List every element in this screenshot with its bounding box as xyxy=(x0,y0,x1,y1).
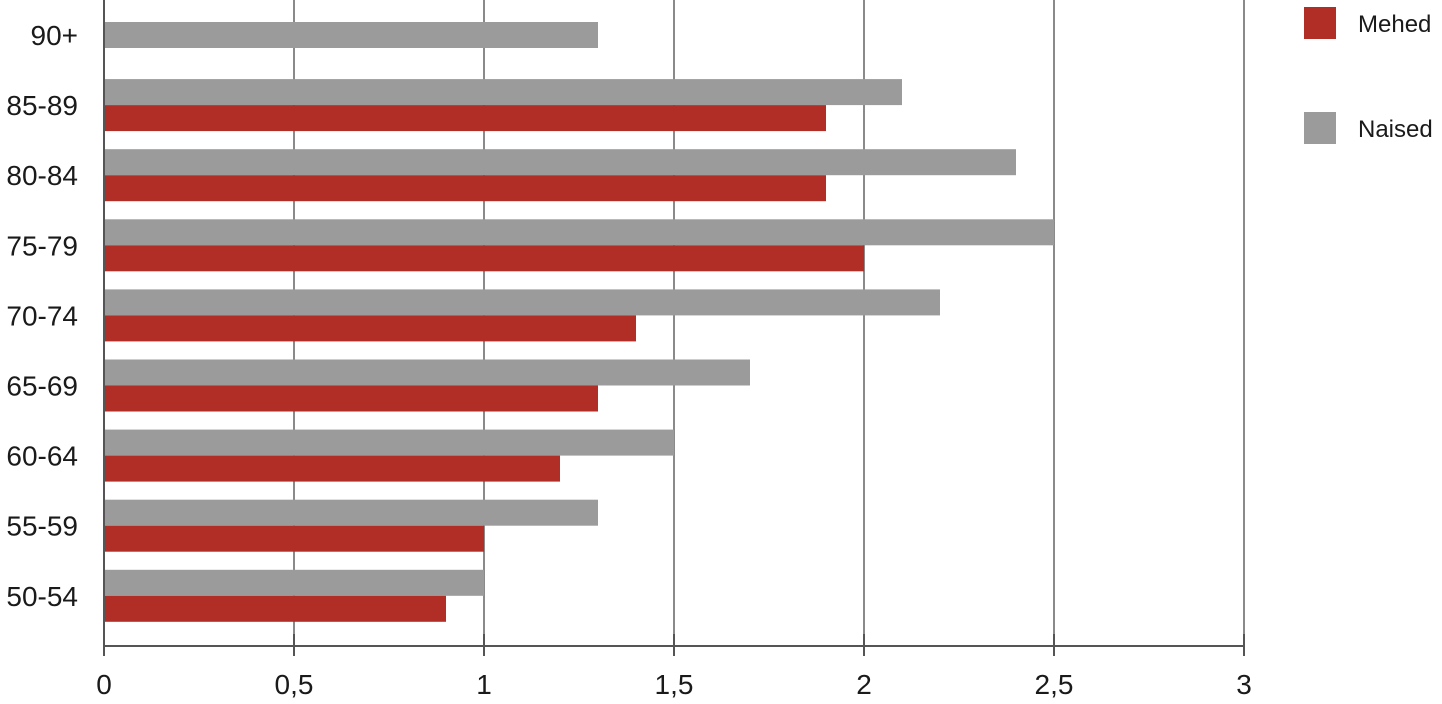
legend-label: Mehed xyxy=(1358,11,1431,38)
category-label: 65-69 xyxy=(6,371,78,402)
x-tick-labels: 0 0,5 1 1,5 2 2,5 3 xyxy=(96,669,1252,700)
bar-naised xyxy=(105,289,940,316)
bar-mehed xyxy=(105,315,636,342)
category-label: 90+ xyxy=(31,20,79,51)
x-tick-label: 2 xyxy=(856,669,872,700)
category-label: 75-79 xyxy=(6,230,78,261)
bar-naised xyxy=(105,219,1054,246)
x-tick-label: 0 xyxy=(96,669,112,700)
bar-mehed xyxy=(105,245,864,272)
bar-naised xyxy=(105,22,598,48)
bar-naised xyxy=(105,79,902,106)
bars xyxy=(105,22,1054,622)
bar-naised xyxy=(105,359,750,386)
bar-mehed xyxy=(105,105,826,132)
legend-swatch xyxy=(1304,112,1336,144)
category-label: 60-64 xyxy=(6,441,78,472)
category-labels: 90+ 85-89 80-84 75-79 70-74 65-69 60-64 55-59 50… xyxy=(6,20,78,612)
x-tick-label: 3 xyxy=(1236,669,1252,700)
legend-swatch xyxy=(1304,7,1336,39)
category-label: 85-89 xyxy=(6,90,78,121)
bar-naised xyxy=(105,149,1016,176)
category-label: 50-54 xyxy=(6,581,78,612)
x-tick-label: 0,5 xyxy=(275,669,314,700)
axes xyxy=(103,0,1245,656)
bar-naised xyxy=(105,499,598,526)
bar-mehed xyxy=(105,595,446,622)
bar-naised xyxy=(105,429,674,456)
legend-label: Naised xyxy=(1358,116,1433,143)
category-label: 70-74 xyxy=(6,300,78,331)
x-tick-label: 1,5 xyxy=(655,669,694,700)
bar-mehed xyxy=(105,175,826,202)
bar-naised xyxy=(105,569,484,596)
category-label: 80-84 xyxy=(6,160,78,191)
x-tick-label: 1 xyxy=(476,669,492,700)
bar-mehed xyxy=(105,455,560,482)
category-label: 55-59 xyxy=(6,511,78,542)
x-tick-label: 2,5 xyxy=(1035,669,1074,700)
legend: Mehed Naised xyxy=(1304,7,1433,144)
bar-mehed xyxy=(105,525,484,552)
bar-mehed xyxy=(105,385,598,412)
